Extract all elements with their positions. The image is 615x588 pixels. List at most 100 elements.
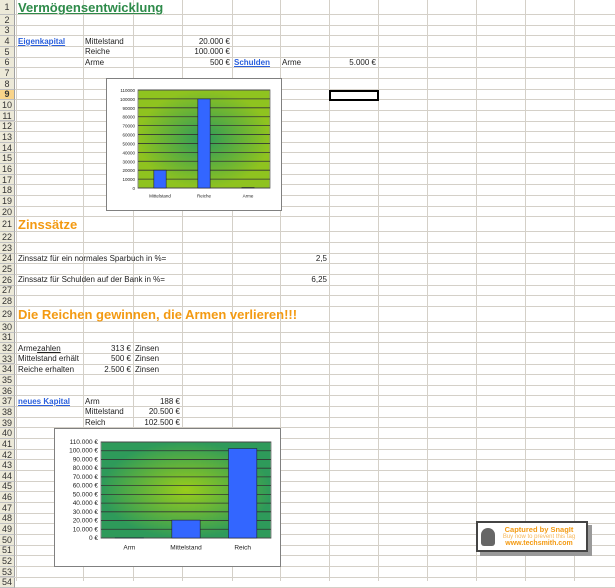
row-header[interactable]: 25 — [0, 264, 15, 275]
row-header[interactable]: 13 — [0, 132, 15, 143]
row-header[interactable]: 46 — [0, 492, 15, 503]
row-header[interactable]: 35 — [0, 375, 15, 386]
row-header[interactable]: 30 — [0, 322, 15, 333]
cell-text: Mittelstand — [85, 38, 124, 46]
cell-text: 20.000 € — [199, 38, 230, 46]
row-gridline — [0, 184, 615, 185]
cell-c34: Zinsen — [133, 365, 533, 376]
row-header[interactable]: 6 — [0, 58, 15, 69]
row-header[interactable]: 23 — [0, 243, 15, 254]
cell-text: Schulden — [234, 59, 270, 67]
row-header[interactable]: 50 — [0, 535, 15, 546]
column-gridline — [329, 0, 330, 581]
cell-d5: 100.000 € — [182, 47, 232, 58]
chart-svg: 0100002000030000400005000060000700008000… — [107, 79, 281, 210]
row-header[interactable]: 15 — [0, 153, 15, 164]
row-header[interactable]: 52 — [0, 556, 15, 567]
cell-text: 500 € — [210, 59, 230, 67]
y-tick-label: 110000 — [120, 88, 135, 93]
row-header[interactable]: 54 — [0, 578, 15, 588]
y-tick-label: 70000 — [122, 124, 135, 129]
row-header[interactable]: 17 — [0, 175, 15, 186]
cell-text: Zinsen — [135, 366, 159, 374]
row-header[interactable]: 36 — [0, 386, 15, 397]
row-header[interactable]: 49 — [0, 524, 15, 535]
y-tick-label: 110.000 € — [70, 439, 99, 446]
row-gridline — [0, 295, 615, 296]
cell-text: Zinssätze — [18, 218, 77, 231]
cell-text: Mittelstand — [85, 408, 124, 416]
row-header[interactable]: 39 — [0, 418, 15, 429]
y-tick-label: 40000 — [122, 150, 135, 155]
row-header[interactable]: 32 — [0, 343, 15, 354]
section-title: Zinssätze — [16, 217, 416, 232]
row-header[interactable]: 10 — [0, 100, 15, 111]
row-header[interactable]: 16 — [0, 164, 15, 175]
row-header[interactable]: 1 — [0, 0, 15, 15]
row-header[interactable]: 8 — [0, 79, 15, 90]
y-tick-label: 30.000 € — [73, 509, 99, 516]
snagit-watermark: Captured by SnagIt Buy now to prevent th… — [476, 521, 588, 552]
row-header[interactable]: 29 — [0, 307, 15, 322]
cell-c38: 20.500 € — [133, 407, 182, 418]
row-header[interactable]: 19 — [0, 196, 15, 207]
row-header[interactable]: 33 — [0, 354, 15, 365]
x-tick-label: Reiche — [197, 194, 212, 199]
row-header[interactable]: 3 — [0, 26, 15, 37]
row-header[interactable]: 5 — [0, 47, 15, 58]
column-gridline — [427, 0, 428, 581]
row-gridline — [0, 131, 615, 132]
cell-text: Die Reichen gewinnen, die Armen verliere… — [18, 308, 297, 321]
cell-text: 188 € — [160, 398, 180, 406]
cell-c33: Zinsen — [133, 354, 533, 365]
cell-a24: Zinssatz für ein normales Sparbuch in %= — [16, 254, 416, 265]
row-header[interactable]: 53 — [0, 567, 15, 578]
row-header[interactable]: 28 — [0, 296, 15, 307]
chart-neues-kapital[interactable]: 0 €10.000 €20.000 €30.000 €40.000 €50.00… — [54, 428, 281, 567]
row-header[interactable]: 4 — [0, 36, 15, 47]
row-header[interactable]: 47 — [0, 503, 15, 514]
row-header[interactable]: 11 — [0, 111, 15, 122]
row-header[interactable]: 40 — [0, 428, 15, 439]
cell-a26: Zinssatz für Schulden auf der Bank in %= — [16, 275, 416, 286]
row-header[interactable]: 22 — [0, 232, 15, 243]
row-header[interactable]: 31 — [0, 333, 15, 344]
cell-c37: 188 € — [133, 396, 182, 407]
row-gridline — [0, 332, 615, 333]
y-tick-label: 50.000 € — [73, 491, 99, 498]
row-header[interactable]: 2 — [0, 15, 15, 26]
row-header[interactable]: 34 — [0, 365, 15, 376]
row-header[interactable]: 7 — [0, 68, 15, 79]
row-header[interactable]: 9 — [0, 90, 15, 101]
column-gridline — [378, 0, 379, 581]
cell-text: Reiche erhalten — [18, 366, 74, 374]
row-header[interactable]: 18 — [0, 185, 15, 196]
row-header[interactable]: 43 — [0, 460, 15, 471]
row-header[interactable]: 42 — [0, 450, 15, 461]
row-header[interactable]: 44 — [0, 471, 15, 482]
bar-mittelstand — [172, 520, 200, 538]
selected-cell[interactable] — [329, 90, 379, 102]
row-header[interactable]: 14 — [0, 143, 15, 154]
row-header[interactable]: 51 — [0, 546, 15, 557]
cell-text: 5.000 € — [349, 59, 376, 67]
row-header[interactable]: 37 — [0, 396, 15, 407]
row-header[interactable]: 41 — [0, 439, 15, 450]
x-tick-label: Reich — [234, 545, 251, 552]
row-header[interactable]: 48 — [0, 514, 15, 525]
row-header[interactable]: 20 — [0, 207, 15, 218]
row-gridline — [0, 110, 615, 111]
row-header[interactable]: 12 — [0, 122, 15, 133]
column-gridline — [476, 0, 477, 581]
row-gridline — [0, 99, 615, 100]
row-header[interactable]: 45 — [0, 482, 15, 493]
row-header[interactable]: 21 — [0, 217, 15, 232]
row-header[interactable]: 38 — [0, 407, 15, 418]
cell-text: 2,5 — [316, 255, 327, 263]
row-header[interactable]: 24 — [0, 254, 15, 265]
y-tick-label: 60.000 € — [73, 483, 99, 490]
row-gridline — [0, 78, 615, 79]
row-header[interactable]: 27 — [0, 286, 15, 297]
row-header[interactable]: 26 — [0, 275, 15, 286]
